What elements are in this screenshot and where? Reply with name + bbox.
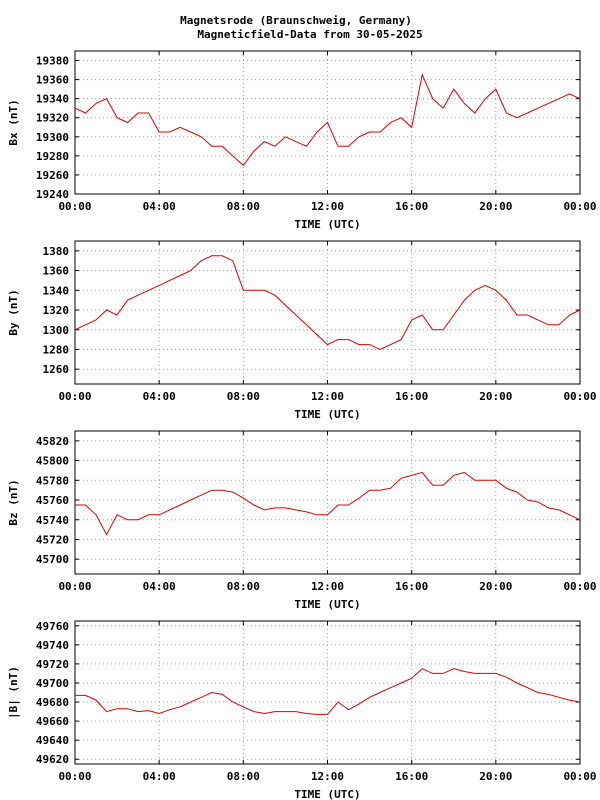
y-tick-label: 49660 <box>36 715 69 728</box>
x-tick-label: 00:00 <box>58 200 91 213</box>
plot-frame <box>74 620 581 765</box>
x-tick-label: 20:00 <box>479 580 512 593</box>
y-axis-label: Bx (nT) <box>7 99 20 145</box>
x-tick-label: 00:00 <box>58 580 91 593</box>
y-tick-label: 49740 <box>36 639 69 652</box>
x-tick-label: 00:00 <box>563 770 596 783</box>
y-tick-label: 45820 <box>36 435 69 448</box>
series-line <box>74 255 581 351</box>
series-line <box>75 471 581 536</box>
chart-title-line2: Magneticfield-Data from 30-05-2025 <box>197 28 422 41</box>
x-tick-label: 20:00 <box>479 770 512 783</box>
x-axis-label: TIME (UTC) <box>294 598 360 611</box>
y-tick-label: 45740 <box>36 514 69 527</box>
y-tick-label: 1280 <box>43 343 70 356</box>
x-tick-label: 08:00 <box>227 200 260 213</box>
y-tick-label: 1320 <box>43 304 70 317</box>
x-tick-label: 00:00 <box>563 200 596 213</box>
x-tick-label: 16:00 <box>395 580 428 593</box>
y-tick-label: 19360 <box>36 74 69 87</box>
plot-frame <box>74 430 581 575</box>
series-line <box>75 668 581 715</box>
x-tick-label: 04:00 <box>143 770 176 783</box>
x-tick-label: 00:00 <box>563 390 596 403</box>
x-tick-label: 00:00 <box>58 770 91 783</box>
y-tick-label: 19280 <box>36 150 69 163</box>
y-tick-label: 19240 <box>36 188 69 201</box>
panel-1: 1260 1280 1300 1320 1340 1360 1380 00:00 04:00 08… <box>7 240 597 421</box>
panel-3: 49620 49640 49660 49680 49700 49720 49740 49760… <box>7 620 597 800</box>
y-tick-label: 19300 <box>36 131 69 144</box>
y-tick-label: 49620 <box>36 753 69 766</box>
y-tick-label: 1340 <box>43 284 70 297</box>
x-tick-label: 04:00 <box>143 580 176 593</box>
y-axis-label: By (nT) <box>7 289 20 335</box>
chart-panels: 19240 19260 19280 19300 19320 19340 19360 19380… <box>7 50 597 800</box>
x-axis-label: TIME (UTC) <box>294 218 360 231</box>
x-tick-label: 08:00 <box>227 390 260 403</box>
y-axis-label: Bz (nT) <box>7 479 20 525</box>
y-tick-label: 45780 <box>36 474 69 487</box>
y-tick-label: 19320 <box>36 112 69 125</box>
y-axis-label: |B| (nT) <box>7 666 20 719</box>
chart-title-line1: Magnetsrode (Braunschweig, Germany) <box>180 14 412 27</box>
y-tick-label: 1360 <box>43 265 70 278</box>
x-tick-label: 12:00 <box>311 390 344 403</box>
y-tick-label: 49680 <box>36 696 69 709</box>
x-tick-label: 16:00 <box>395 770 428 783</box>
plot-frame <box>74 240 581 385</box>
y-tick-label: 49640 <box>36 734 69 747</box>
y-tick-label: 49760 <box>36 620 69 633</box>
y-tick-label: 19260 <box>36 169 69 182</box>
x-tick-label: 16:00 <box>395 390 428 403</box>
x-tick-label: 00:00 <box>58 390 91 403</box>
y-tick-label: 1260 <box>43 363 70 376</box>
series-line <box>74 73 581 167</box>
y-tick-label: 45800 <box>36 455 69 468</box>
x-tick-label: 04:00 <box>143 390 176 403</box>
y-tick-label: 1380 <box>43 245 70 258</box>
x-axis-label: TIME (UTC) <box>294 408 360 421</box>
x-tick-label: 00:00 <box>563 580 596 593</box>
x-tick-label: 20:00 <box>479 200 512 213</box>
x-tick-label: 12:00 <box>311 580 344 593</box>
plot-frame <box>74 50 581 195</box>
x-tick-label: 16:00 <box>395 200 428 213</box>
y-tick-label: 45760 <box>36 494 69 507</box>
x-tick-label: 04:00 <box>143 200 176 213</box>
x-tick-label: 12:00 <box>311 200 344 213</box>
panel-2: 45700 45720 45740 45760 45780 45800 45820 00:00… <box>7 430 597 611</box>
y-tick-label: 19340 <box>36 93 69 106</box>
x-tick-label: 20:00 <box>479 390 512 403</box>
x-tick-label: 08:00 <box>227 770 260 783</box>
x-axis-label: TIME (UTC) <box>294 788 360 800</box>
y-tick-label: 49720 <box>36 658 69 671</box>
y-tick-label: 1300 <box>43 324 70 337</box>
y-tick-label: 45700 <box>36 553 69 566</box>
panel-0: 19240 19260 19280 19300 19320 19340 19360 19380… <box>7 50 597 231</box>
y-tick-label: 45720 <box>36 533 69 546</box>
x-tick-label: 08:00 <box>227 580 260 593</box>
y-tick-label: 19380 <box>36 55 69 68</box>
x-tick-label: 12:00 <box>311 770 344 783</box>
y-tick-label: 49700 <box>36 677 69 690</box>
